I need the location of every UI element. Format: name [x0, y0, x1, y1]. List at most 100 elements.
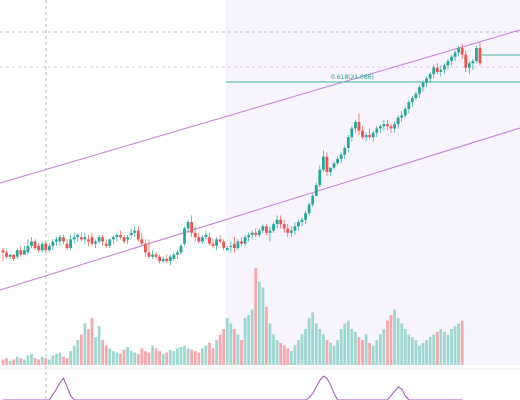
candle-body: [478, 48, 482, 64]
candle: [343, 145, 347, 159]
candle-body: [15, 250, 19, 257]
candle: [179, 243, 183, 255]
volume-bar: [172, 351, 176, 365]
volume-bar: [65, 358, 69, 365]
candle-body: [314, 185, 318, 196]
candle-body: [218, 239, 222, 242]
candle: [329, 167, 332, 177]
candle: [33, 239, 37, 251]
candle: [378, 124, 382, 133]
volume-bar: [165, 352, 169, 365]
volume-bar: [275, 340, 279, 365]
volume-bar: [76, 340, 80, 365]
candles: [1, 41, 482, 266]
volume-bar: [325, 340, 329, 365]
volume-bar: [403, 328, 407, 365]
candle: [446, 58, 450, 70]
candle: [464, 50, 468, 72]
candle-body: [111, 237, 115, 240]
candle-body: [304, 213, 307, 220]
candle-body: [410, 98, 414, 103]
candle-body: [297, 221, 300, 227]
volume-bar: [332, 345, 336, 365]
candle: [265, 224, 268, 235]
candle: [15, 248, 19, 259]
candle-body: [257, 230, 261, 235]
volume-bar: [460, 320, 464, 365]
candle: [275, 215, 279, 229]
candle-body: [368, 135, 372, 138]
candle-body: [101, 237, 105, 242]
candle: [247, 232, 251, 242]
candle-body: [343, 148, 347, 155]
volume-bar: [371, 345, 375, 365]
candle-body: [460, 48, 464, 55]
candle: [186, 219, 190, 233]
candle-body: [26, 245, 30, 253]
candle: [321, 150, 325, 172]
volume-bar: [208, 342, 211, 365]
candle-body: [147, 252, 151, 257]
volume-bar: [69, 351, 73, 365]
candle: [40, 241, 44, 253]
candle-body: [40, 243, 44, 251]
candle: [439, 65, 443, 77]
candle-body: [339, 154, 343, 159]
candle: [87, 235, 90, 246]
candle: [279, 215, 283, 229]
volume-bar: [186, 348, 190, 365]
candle-body: [375, 128, 379, 133]
candle: [204, 230, 208, 240]
volume-bar: [311, 312, 315, 365]
candle: [44, 241, 48, 253]
candle-body: [321, 156, 325, 170]
volume-bar: [368, 342, 372, 365]
candle: [286, 224, 290, 238]
candle: [8, 254, 12, 259]
volume-bar: [378, 334, 382, 365]
candle-body: [300, 219, 304, 222]
candle: [407, 100, 411, 114]
candle-body: [240, 241, 243, 244]
candle-body: [325, 156, 329, 172]
candle-body: [418, 87, 421, 94]
candle: [282, 219, 286, 233]
volume-bar: [343, 323, 347, 365]
candle: [368, 128, 372, 140]
candle-body: [265, 226, 268, 233]
candle-body: [346, 137, 350, 149]
candle-body: [396, 117, 400, 125]
candle: [307, 202, 311, 216]
candle: [129, 228, 133, 240]
candle-body: [154, 254, 158, 257]
candle-body: [5, 252, 8, 257]
volume-bar: [183, 345, 186, 365]
candle: [47, 243, 51, 253]
candle: [421, 80, 425, 92]
candle: [297, 219, 300, 231]
candle-body: [435, 67, 439, 72]
volume-bar: [211, 348, 215, 365]
volume-bar: [261, 287, 265, 365]
candle-body: [364, 135, 368, 138]
candle: [232, 237, 236, 253]
candle-body: [307, 204, 311, 214]
volume-bar: [236, 334, 240, 365]
volume-bar: [293, 345, 297, 365]
volume-bar: [375, 340, 379, 365]
candle-body: [432, 67, 436, 75]
candle: [12, 254, 16, 262]
candle: [133, 226, 137, 238]
volume-bar: [286, 348, 290, 365]
volume-bar: [414, 340, 418, 365]
candle-body: [97, 237, 101, 242]
volume-bar: [200, 348, 204, 365]
volume-bar: [40, 356, 44, 365]
candle-body: [229, 245, 233, 247]
candle-body: [94, 241, 97, 244]
candle: [19, 245, 23, 257]
candle-body: [457, 48, 461, 53]
volume-bar: [393, 309, 396, 365]
candle: [435, 63, 439, 75]
